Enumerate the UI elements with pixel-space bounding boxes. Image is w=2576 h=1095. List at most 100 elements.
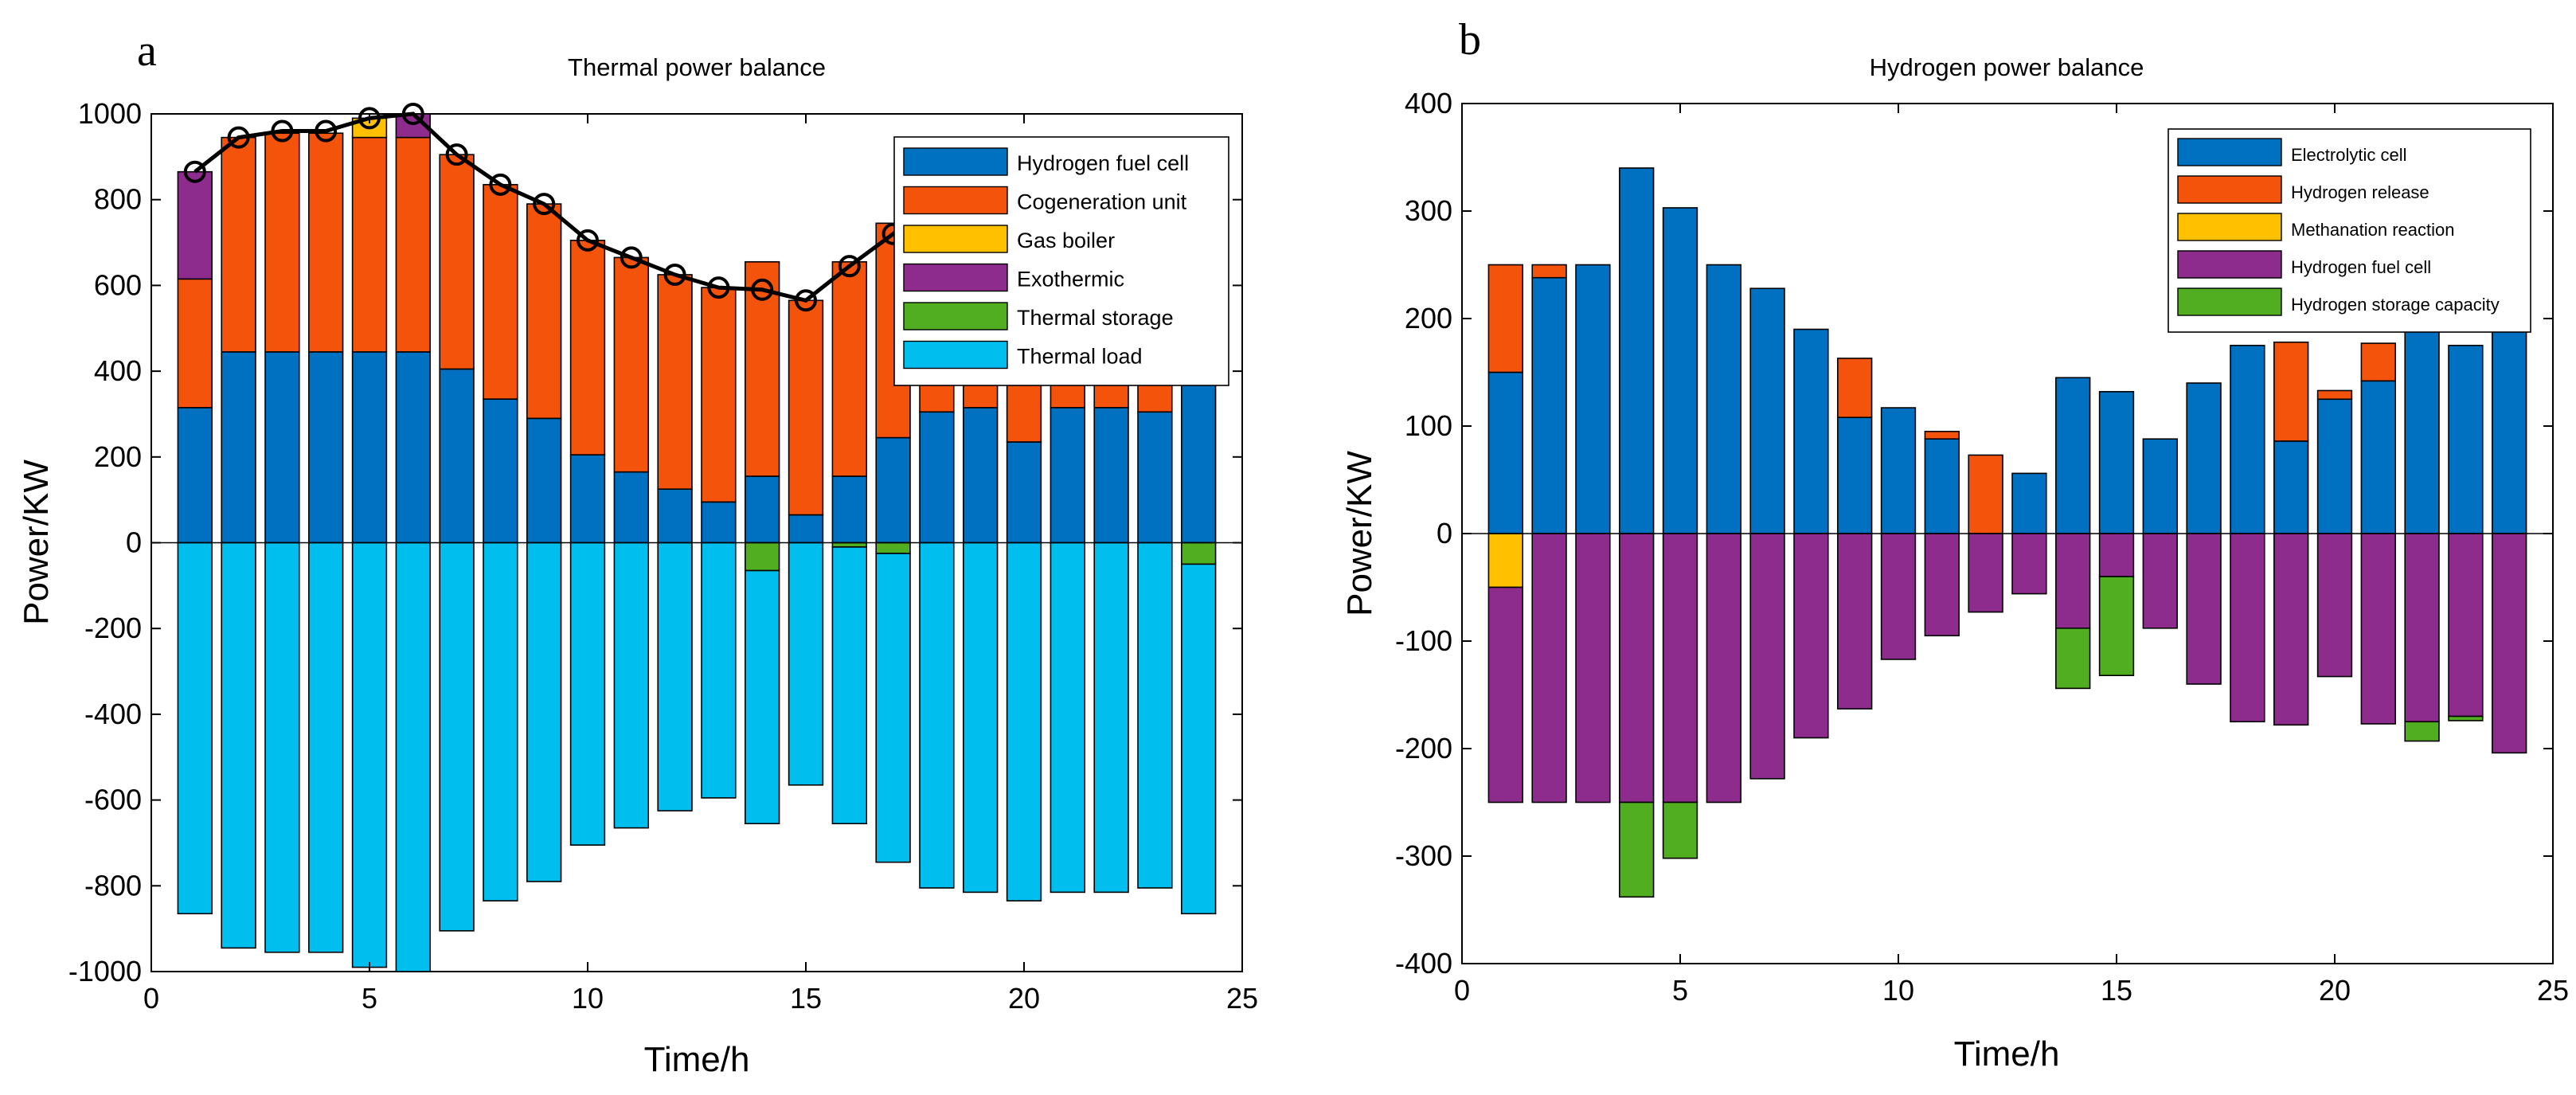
a-line-point-t12 [663, 263, 686, 286]
a-line-point-t13 [707, 276, 730, 299]
panel-b-title: Hydrogen power balance [1870, 53, 2144, 81]
a-bar-thermal-load-t13 [701, 542, 737, 799]
a-line-point-t3 [271, 119, 294, 143]
panel-a-legend: Hydrogen fuel cell Cogeneration unit Gas b… [893, 136, 1229, 386]
b-legend-swatch-electrolytic-cell [2177, 138, 2282, 166]
a-ytick-label: 600 [94, 268, 142, 301]
a-legend-label-gas-boiler: Gas boiler [1017, 229, 1115, 252]
b-xtick-label: 15 [2101, 974, 2132, 1007]
b-bar-electrolytic-cell-t7 [1749, 287, 1785, 534]
a-bar-cogeneration-unit-t14 [745, 260, 780, 477]
b-legend-label-methanation-reaction: Methanation reaction [2291, 220, 2454, 240]
a-bar-cogeneration-unit-t15 [788, 299, 824, 516]
b-bar-hydrogen-fuel-cell-t10 [1880, 533, 1917, 660]
panel-b-legend: Electrolytic cell Hydrogen release Methana… [2168, 128, 2531, 333]
b-xtick-label: 0 [1454, 974, 1470, 1007]
a-bar-cogeneration-unit-t13 [701, 287, 737, 503]
b-bar-electrolytic-cell-t11 [1924, 438, 1960, 534]
b-xtick-label: 25 [2537, 974, 2569, 1007]
b-legend-label-hydrogen-release: Hydrogen release [2291, 182, 2429, 202]
b-bar-hydrogen-storage-capacity-t23 [2448, 715, 2484, 722]
b-legend-swatch-hydrogen-storage-capacity [2177, 287, 2282, 316]
a-bar-thermal-load-t23 [1137, 542, 1173, 889]
b-bar-hydrogen-fuel-cell-t23 [2448, 533, 2484, 718]
b-bar-hydrogen-fuel-cell-t5 [1662, 533, 1698, 804]
panel-a-ylabel: Power/KW [17, 460, 56, 625]
panel-b: b Hydrogen power balance 4003002001000-1… [1340, 15, 2569, 1073]
a-bar-thermal-load-t16 [831, 546, 867, 825]
a-line-point-t1 [183, 160, 206, 183]
b-bar-hydrogen-fuel-cell-t7 [1749, 533, 1785, 780]
a-legend-swatch-exothermic [903, 263, 1008, 292]
a-bar-thermal-load-t10 [569, 542, 606, 846]
a-bar-thermal-load-t5 [351, 542, 388, 968]
b-legend-label-electrolytic-cell: Electrolytic cell [2291, 145, 2406, 165]
b-bar-hydrogen-storage-capacity-t15 [2098, 576, 2135, 676]
a-bar-thermal-load-t9 [526, 542, 562, 882]
a-bar-thermal-load-t3 [264, 542, 300, 953]
a-legend-label-exothermic: Exothermic [1017, 268, 1124, 291]
panel-b-bars [1487, 167, 2527, 898]
b-bar-electrolytic-cell-t14 [2055, 377, 2091, 534]
b-bar-hydrogen-fuel-cell-t21 [2360, 533, 2396, 725]
b-bar-hydrogen-fuel-cell-t1 [1487, 586, 1523, 804]
a-bar-thermal-load-t19 [963, 542, 999, 894]
b-ytick-label: 400 [1405, 87, 1452, 119]
a-line-point-t15 [795, 289, 817, 312]
a-ytick-label: 0 [126, 526, 142, 559]
a-xtick-label: 0 [143, 982, 159, 1015]
a-bar-thermal-load-t18 [919, 542, 955, 889]
b-bar-electrolytic-cell-t3 [1575, 264, 1611, 534]
b-bar-hydrogen-storage-capacity-t5 [1662, 801, 1698, 859]
a-bar-hydrogen-fuel-cell-t18 [919, 411, 955, 544]
a-ytick-label: -400 [84, 698, 142, 730]
b-ytick-label: 200 [1405, 302, 1452, 334]
a-bar-thermal-load-t15 [788, 542, 824, 786]
a-line-point-t6 [401, 103, 424, 125]
panel-a: a Thermal power balance 1000800600400200… [17, 26, 1258, 1079]
a-legend-label-thermal-load: Thermal load [1017, 345, 1143, 369]
a-bar-cogeneration-unit-t1 [177, 278, 213, 409]
a-bar-cogeneration-unit-t10 [569, 240, 606, 456]
b-bar-hydrogen-storage-capacity-t22 [2404, 721, 2440, 742]
a-bar-thermal-storage-t24 [1181, 542, 1217, 565]
a-bar-hydrogen-fuel-cell-t19 [963, 407, 999, 544]
b-bar-hydrogen-release-t12 [1968, 454, 2003, 534]
b-bar-electrolytic-cell-t6 [1706, 264, 1741, 534]
a-line-point-t8 [489, 173, 512, 196]
a-legend-swatch-hydrogen-fuel-cell [903, 147, 1008, 176]
a-ytick-label: 800 [94, 183, 142, 216]
b-bar-electrolytic-cell-t10 [1880, 407, 1917, 534]
b-bar-hydrogen-release-t9 [1837, 358, 1873, 419]
b-bar-hydrogen-fuel-cell-t11 [1924, 533, 1960, 637]
a-xtick-label: 25 [1226, 982, 1258, 1015]
b-bar-hydrogen-fuel-cell-t9 [1837, 533, 1873, 710]
a-legend-label-cogeneration-unit: Cogeneration unit [1017, 190, 1187, 214]
a-legend-swatch-thermal-storage [903, 302, 1008, 330]
a-bar-hydrogen-fuel-cell-t11 [613, 471, 649, 544]
a-bar-hydrogen-fuel-cell-t22 [1093, 407, 1129, 544]
a-bar-hydrogen-fuel-cell-t15 [788, 514, 824, 544]
a-bar-hydrogen-fuel-cell-t9 [526, 417, 562, 544]
b-ytick-label: 0 [1437, 517, 1452, 549]
a-bar-hydrogen-fuel-cell-t17 [875, 436, 911, 544]
a-bar-cogeneration-unit-t8 [483, 184, 518, 400]
a-xtick-label: 15 [790, 982, 822, 1015]
a-ytick-label: -200 [84, 612, 142, 644]
b-bar-electrolytic-cell-t24 [2492, 318, 2527, 534]
b-xtick-label: 10 [1882, 974, 1914, 1007]
a-bar-cogeneration-unit-t16 [831, 260, 867, 477]
a-bar-thermal-load-t20 [1006, 542, 1042, 901]
a-bar-cogeneration-unit-t4 [308, 132, 344, 353]
a-bar-thermal-load-t4 [308, 542, 344, 953]
b-bar-electrolytic-cell-t22 [2404, 323, 2440, 534]
b-ytick-label: 300 [1405, 194, 1452, 227]
b-bar-electrolytic-cell-t17 [2186, 382, 2222, 534]
a-bar-hydrogen-fuel-cell-t21 [1050, 407, 1085, 544]
a-bar-thermal-storage-t16 [831, 542, 867, 548]
b-bar-hydrogen-fuel-cell-t22 [2404, 533, 2440, 723]
b-bar-hydrogen-fuel-cell-t16 [2142, 533, 2178, 629]
a-bar-cogeneration-unit-t12 [657, 274, 693, 490]
b-bar-hydrogen-release-t20 [2316, 389, 2353, 401]
a-bar-thermal-load-t2 [221, 542, 256, 949]
